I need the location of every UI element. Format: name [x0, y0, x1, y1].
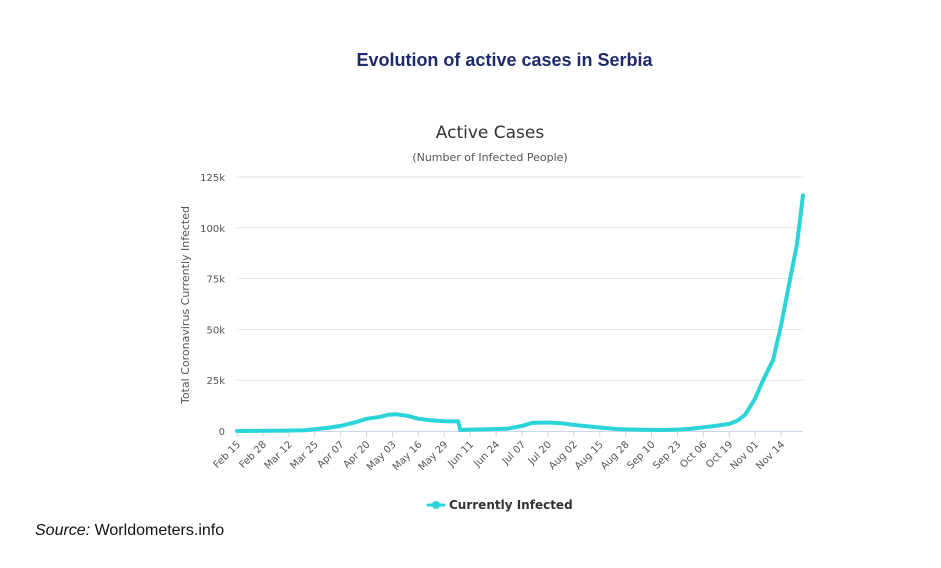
- legend-label-currently-infected[interactable]: Currently Infected: [449, 498, 573, 512]
- legend[interactable]: Currently Infected: [426, 498, 573, 512]
- x-tick-label: Jul 07: [500, 439, 528, 467]
- series-layer: [235, 193, 805, 433]
- x-tick-label: Mar 25: [288, 439, 320, 471]
- grid-lines: [237, 176, 803, 381]
- chart-subtitle: (Number of Infected People): [412, 151, 567, 164]
- y-tick-label: 100k: [200, 224, 225, 235]
- x-tick-label: Jun 24: [471, 439, 502, 470]
- chart-title: Active Cases: [436, 123, 545, 143]
- y-tick-label: 50k: [206, 325, 225, 336]
- y-tick-label: 0: [219, 427, 225, 438]
- x-tick-label: Sep 23: [651, 439, 683, 471]
- y-tick-label: 75k: [206, 275, 225, 286]
- y-tick-label: 25k: [206, 376, 225, 387]
- legend-swatch-marker: [432, 501, 440, 509]
- source-text: Worldometers.info: [94, 522, 225, 539]
- figure-title: Evolution of active cases in Serbia: [356, 50, 653, 70]
- x-tick-label: Feb 15: [212, 439, 244, 471]
- x-tick-label: Oct 06: [678, 439, 709, 470]
- x-tick-label: Jun 11: [446, 439, 477, 470]
- source-label: Source:: [35, 522, 91, 539]
- x-tick-label: May 29: [417, 439, 451, 473]
- series-line-currently-infected[interactable]: [235, 193, 805, 433]
- y-axis-label: Total Coronavirus Currently Infected: [179, 206, 192, 405]
- source-line: Source: Worldometers.info: [35, 522, 224, 540]
- y-tick-label: 125k: [200, 173, 225, 184]
- y-axis-ticks: 0 25k 50k 75k 100k 125k: [200, 173, 225, 438]
- x-tick-label: Apr 07: [315, 439, 346, 470]
- x-tick-label: Nov 14: [754, 439, 787, 472]
- x-tick-label: Aug 28: [599, 439, 632, 472]
